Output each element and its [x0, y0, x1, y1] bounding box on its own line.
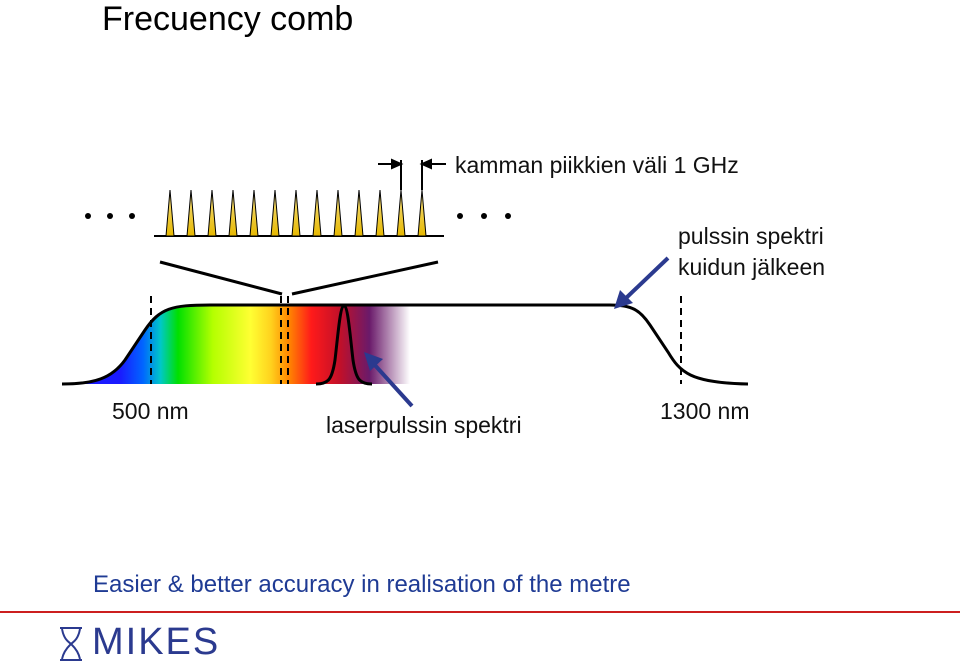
fiber-spectrum-label-line2: kuidun jälkeen — [678, 254, 826, 280]
comb-tooth — [396, 189, 406, 237]
mikes-logo: MIKES — [92, 621, 221, 663]
comb-tooth — [333, 189, 343, 237]
fiber-spectrum-label-line1: pulssin spektri — [678, 223, 824, 249]
arrow-to-fiber-spectrum-icon — [614, 256, 670, 309]
frequency-comb-diagram — [61, 158, 749, 408]
comb-tooth — [165, 189, 175, 237]
comb-tooth — [228, 189, 238, 237]
comb-teeth — [165, 189, 427, 237]
comb-tooth — [417, 189, 427, 237]
comb-tooth — [249, 189, 259, 237]
zoom-line-left — [159, 260, 283, 296]
comb-tooth — [312, 189, 322, 237]
arrow-to-laser-spectrum-icon — [364, 352, 414, 408]
wavelength-1300-label: 1300 nm — [660, 398, 750, 424]
comb-spacing-label: kamman piikkien väli 1 GHz — [455, 152, 739, 178]
comb-tooth — [291, 189, 301, 237]
laser-spectrum-label: laserpulssin spektri — [326, 412, 522, 438]
footer-statement: Easier & better accuracy in realisation … — [93, 571, 631, 598]
wavelength-500-label: 500 nm — [112, 398, 189, 424]
comb-tooth — [186, 189, 196, 237]
ellipsis-right-icon — [457, 213, 511, 219]
comb-tooth — [375, 189, 385, 237]
spacing-indicator — [378, 158, 446, 190]
laser-pulse-curve — [315, 304, 373, 386]
footer-divider — [0, 611, 960, 613]
hourglass-logo-icon — [60, 627, 82, 661]
zoom-line-right — [291, 260, 439, 296]
comb-tooth — [354, 189, 364, 237]
comb-tooth — [270, 189, 280, 237]
comb-tooth — [207, 189, 217, 237]
ellipsis-left-icon — [85, 213, 135, 219]
page-title: Frecuency comb — [102, 0, 354, 38]
